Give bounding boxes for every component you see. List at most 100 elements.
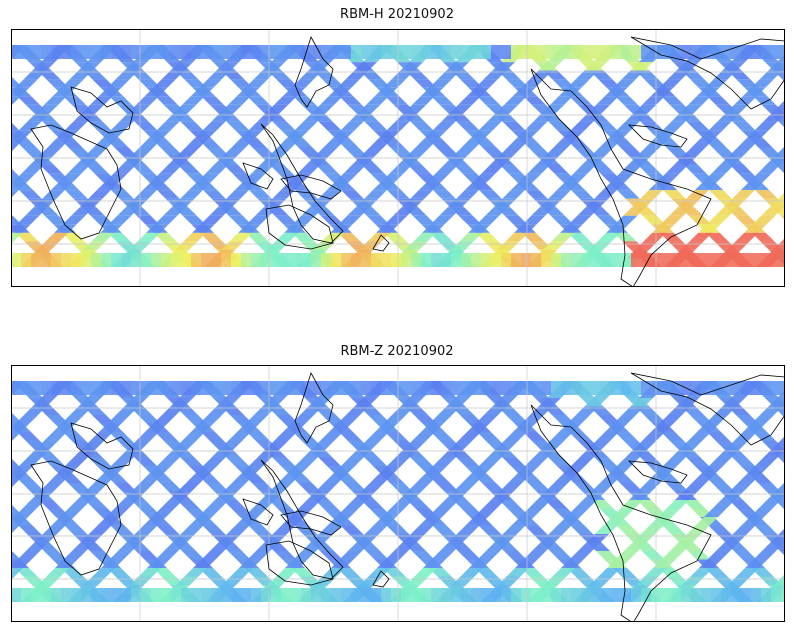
swath-segment xyxy=(742,87,766,97)
south-swath-cell xyxy=(581,588,591,602)
swath-segment xyxy=(437,70,461,80)
north-swath-cell xyxy=(341,45,351,59)
swath-segment xyxy=(661,432,684,441)
swath-segment xyxy=(268,576,291,585)
swath-segment xyxy=(240,130,263,139)
swath-segment xyxy=(11,559,32,568)
swath-segment xyxy=(574,147,597,156)
swath-segment xyxy=(583,491,606,500)
swath-segment xyxy=(499,500,522,509)
swath-segment xyxy=(90,215,114,225)
swath-segment xyxy=(222,576,245,585)
swath-segment xyxy=(332,130,355,139)
swath-segment xyxy=(410,190,433,199)
swath-segment xyxy=(274,96,297,105)
swath-segment xyxy=(177,500,200,509)
swath-segment xyxy=(595,525,618,534)
swath-segment xyxy=(368,568,391,577)
north-swath-cell xyxy=(41,45,51,59)
swath-segment xyxy=(753,96,776,105)
swath-segment xyxy=(633,104,657,114)
swath-segment xyxy=(460,568,483,577)
coastlines-rbm-h xyxy=(30,35,785,287)
swath-segment xyxy=(88,121,112,131)
swath-segment xyxy=(573,164,597,174)
south-swath-cell xyxy=(761,253,771,267)
swath-segment xyxy=(615,96,638,105)
swath-segment xyxy=(107,79,130,88)
swath-segment xyxy=(574,500,597,509)
swath-segment xyxy=(65,457,88,466)
swath-segment xyxy=(110,121,134,131)
swath-segment xyxy=(451,241,474,250)
swath-segment xyxy=(248,121,272,131)
swath-segment xyxy=(387,190,410,199)
swath-segment xyxy=(762,542,785,551)
south-swath-cell xyxy=(581,253,591,267)
swath-segment xyxy=(274,551,297,560)
swath-segment xyxy=(361,147,384,156)
swath-segment xyxy=(163,207,186,216)
swath-segment xyxy=(412,215,436,225)
swath-segment xyxy=(276,568,299,577)
south-swath-cell xyxy=(461,253,471,267)
swath-segment xyxy=(654,466,677,475)
swath-segment xyxy=(466,87,490,97)
south-swath-cell xyxy=(351,588,361,602)
swath-segment xyxy=(155,551,178,560)
south-swath-cell xyxy=(441,253,451,267)
swath-segment xyxy=(707,551,730,560)
swath-segment xyxy=(559,423,582,432)
swath-segment xyxy=(23,70,47,80)
swath-segment xyxy=(696,87,720,97)
coastline xyxy=(530,68,712,287)
swath-segment xyxy=(338,215,362,225)
swath-segment xyxy=(400,62,423,71)
swath-segment xyxy=(153,79,176,88)
swath-segment xyxy=(683,147,706,156)
swath-segment xyxy=(646,474,669,483)
swath-segment xyxy=(191,423,214,432)
swath-segment xyxy=(344,483,367,492)
swath-segment xyxy=(319,525,342,534)
swath-segment xyxy=(630,62,653,71)
swath-segment xyxy=(291,415,314,424)
swath-segment xyxy=(450,440,473,449)
swath-segment xyxy=(269,483,292,492)
swath-segment xyxy=(507,138,531,148)
swath-segment xyxy=(642,551,665,560)
swath-segment xyxy=(607,559,630,568)
north-swath-cell xyxy=(21,45,31,59)
swath-segment xyxy=(116,406,139,415)
swath-segment xyxy=(277,138,301,148)
swath-segment xyxy=(657,173,680,182)
north-swath-cell xyxy=(431,381,441,395)
north-swath-cell xyxy=(541,45,551,59)
swath-segment xyxy=(620,483,643,492)
swath-segment xyxy=(458,432,481,441)
swath-segment xyxy=(337,415,360,424)
swath-segment xyxy=(232,474,255,483)
swath-segment xyxy=(666,483,689,492)
swath-segment xyxy=(182,215,206,225)
swath-segment xyxy=(722,398,745,407)
north-swath-cell xyxy=(391,45,401,59)
south-swath-cell xyxy=(591,588,601,602)
swath-segment xyxy=(556,181,580,191)
south-swath-cell xyxy=(221,588,231,602)
swath-segment xyxy=(130,576,153,585)
south-swath-cell xyxy=(711,253,721,267)
swath-segment xyxy=(331,559,354,568)
swath-segment xyxy=(476,215,500,225)
swath-segment xyxy=(11,517,28,526)
south-swath-cell xyxy=(121,253,131,267)
swath-segment xyxy=(780,551,785,556)
swath-segment xyxy=(105,173,128,182)
north-swath-cell xyxy=(51,381,61,395)
swath-segment xyxy=(237,423,260,432)
swath-segment xyxy=(199,232,223,242)
coastline xyxy=(260,123,344,244)
north-swath-cell xyxy=(481,381,491,395)
north-swath-cell xyxy=(331,381,341,395)
south-swath-cell xyxy=(111,588,121,602)
